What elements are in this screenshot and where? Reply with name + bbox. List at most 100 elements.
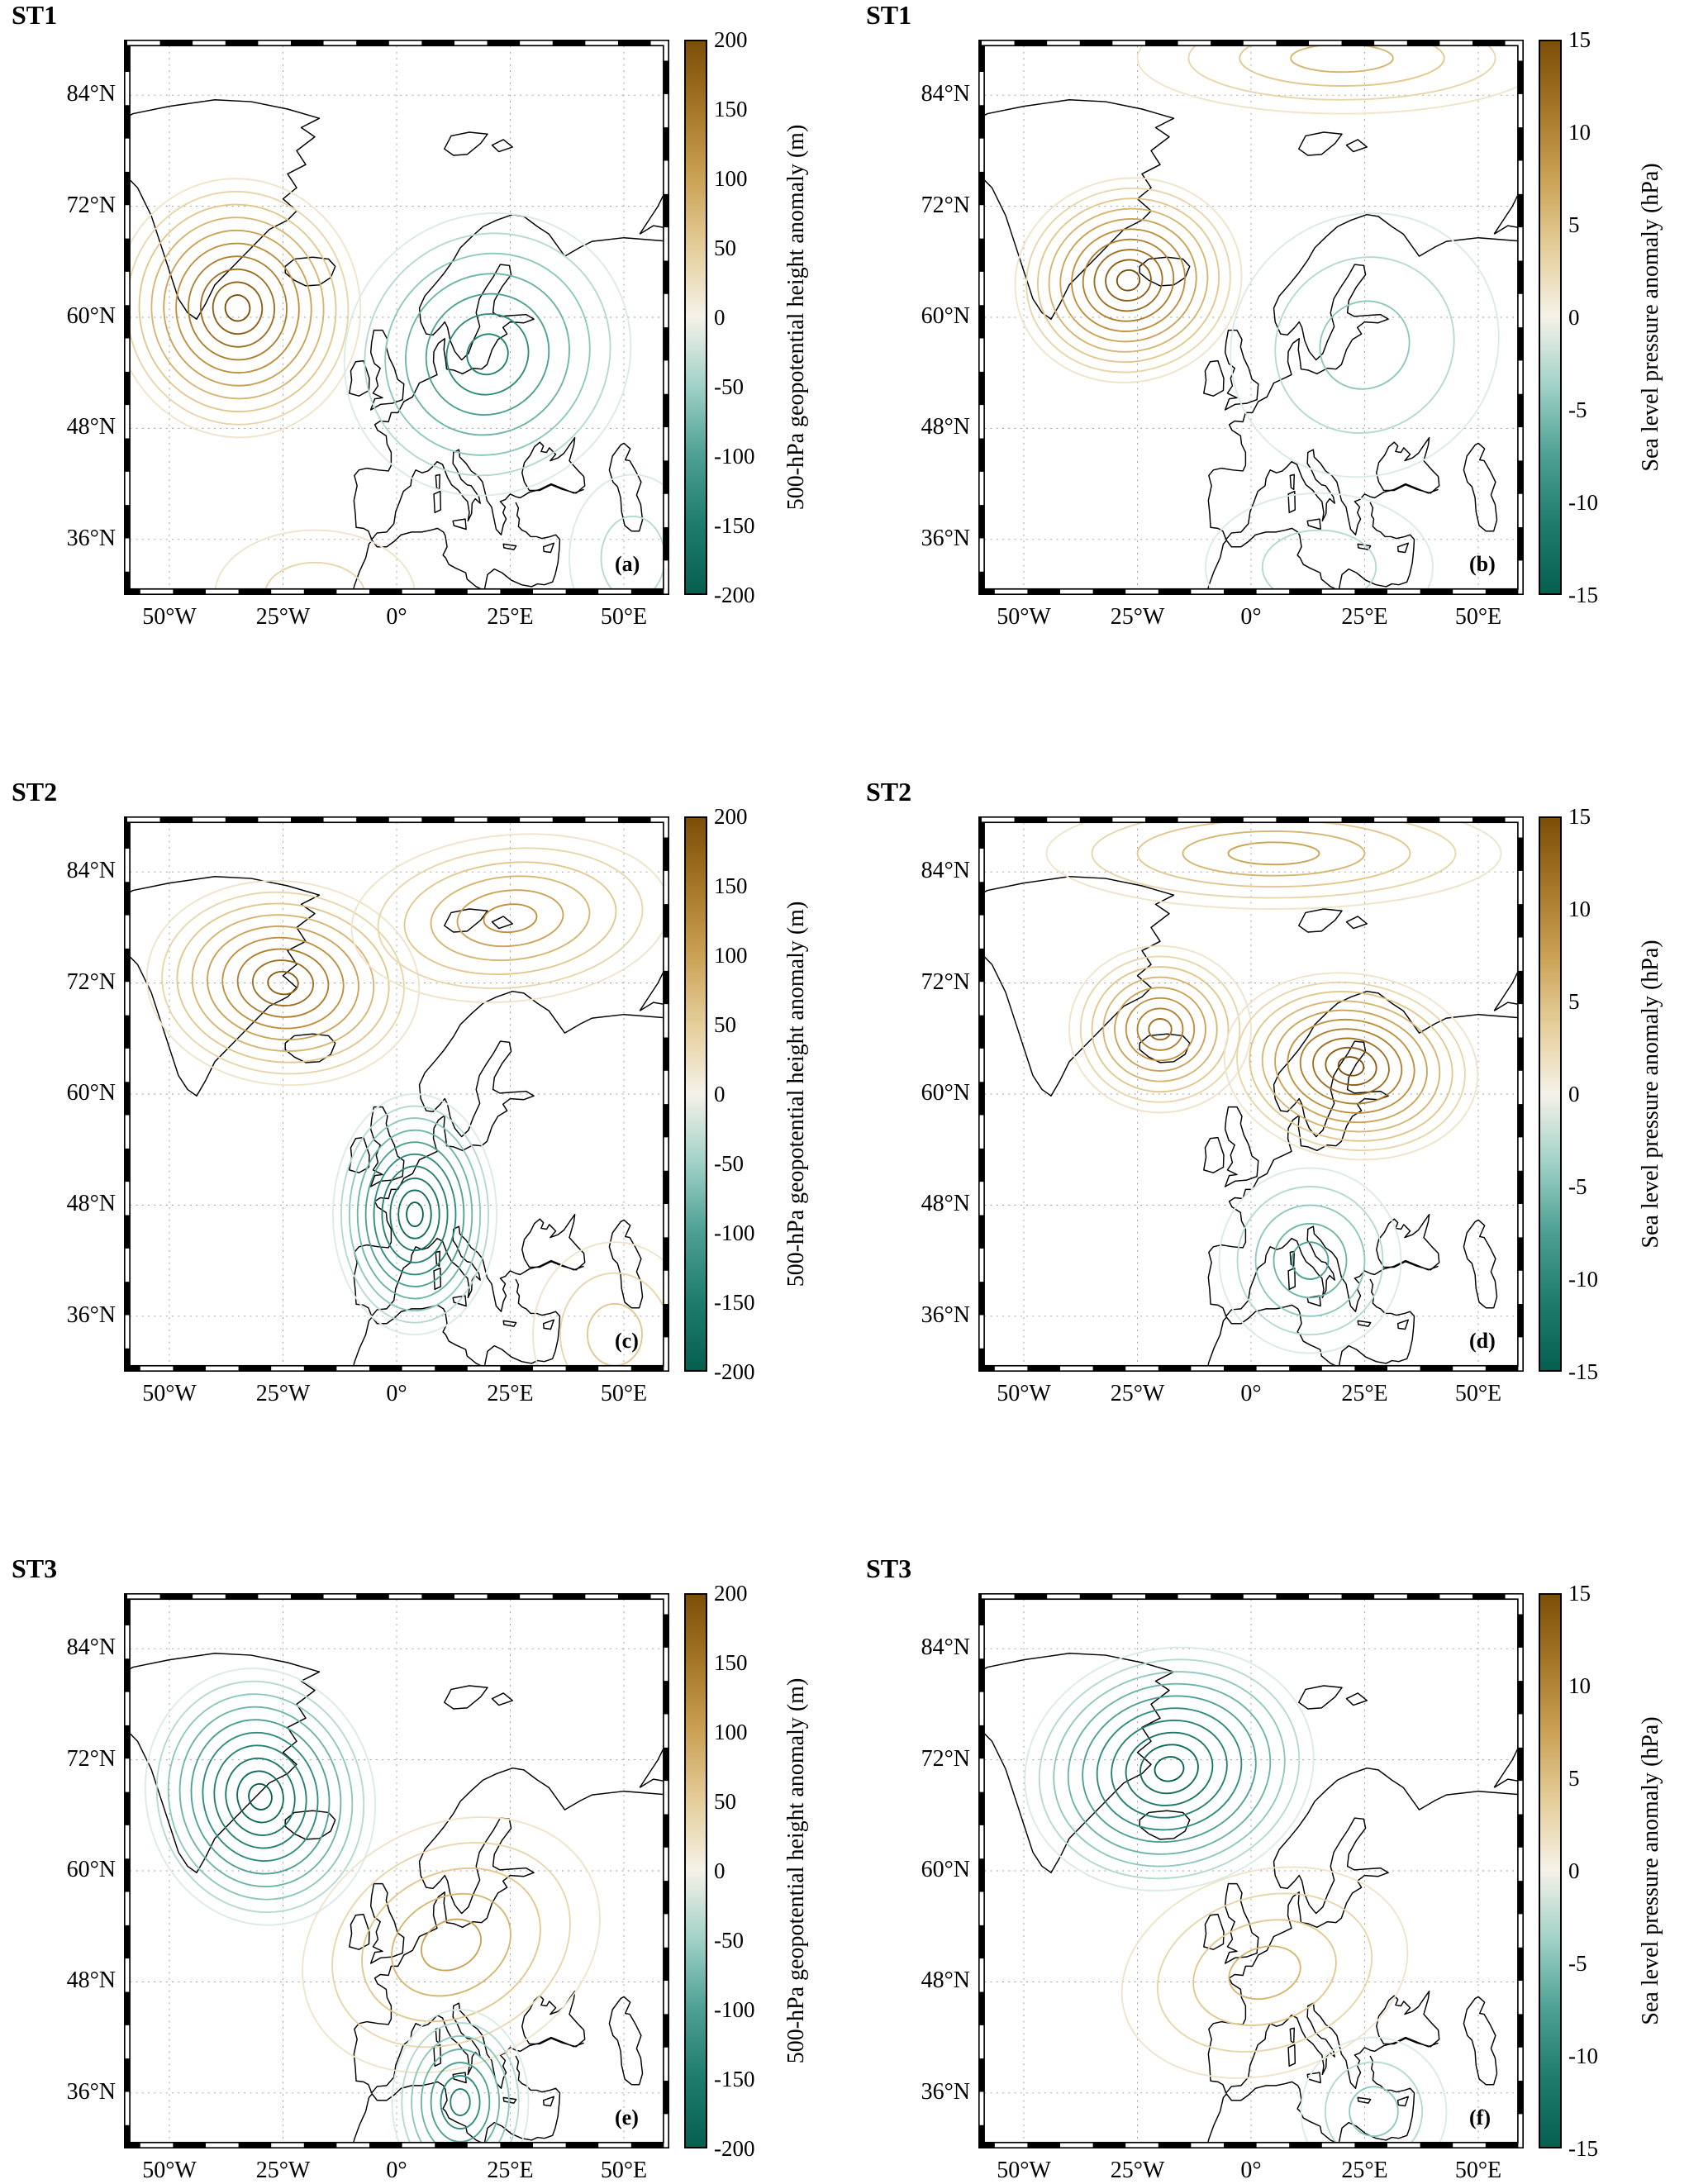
panel-letter: (e)	[615, 2105, 639, 2129]
colorbar-tick-label: -100	[714, 1220, 755, 1245]
y-tick-label: 36°N	[921, 2078, 970, 2105]
y-tick-label: 60°N	[66, 303, 116, 329]
x-tick-label: 25°W	[1110, 604, 1165, 630]
colorbar	[684, 1593, 707, 2148]
x-tick-label: 50°W	[142, 604, 197, 630]
y-tick-label: 72°N	[921, 1745, 970, 1772]
colorbar-gradient	[686, 41, 706, 593]
colorbar-gradient	[1540, 41, 1560, 593]
x-tick-label: 25°E	[487, 2158, 534, 2183]
colorbar	[1539, 816, 1562, 1372]
colorbar-tick-label: 5	[1568, 989, 1580, 1014]
colorbar-tick-label: 0	[1568, 305, 1580, 330]
x-tick-label: 0°	[386, 2158, 407, 2183]
colorbar-tick-label: 150	[714, 873, 748, 898]
colorbar-tick-label: -100	[714, 444, 755, 469]
panel-a: ST1 (a) 500-hPa geopotential height anom…	[0, 0, 854, 727]
y-tick-label: 72°N	[66, 192, 116, 218]
y-tick-label: 48°N	[921, 414, 970, 440]
y-tick-label: 84°N	[66, 81, 116, 107]
colorbar-tick-label: 5	[1568, 1766, 1580, 1791]
colorbar-tick-label: 50	[714, 1012, 736, 1037]
colorbar-tick-label: -150	[714, 2067, 755, 2091]
y-tick-label: 60°N	[66, 1080, 116, 1106]
contour-map	[978, 1593, 1524, 2148]
colorbar-gradient	[686, 1595, 706, 2147]
colorbar-tick-label: 0	[1568, 1858, 1580, 1883]
y-tick-label: 48°N	[66, 1968, 116, 1994]
colorbar-tick-label: 100	[714, 1720, 748, 1744]
x-tick-label: 0°	[386, 604, 407, 630]
x-tick-label: 0°	[1240, 2158, 1262, 2183]
subtype-label: ST2	[866, 777, 912, 807]
colorbar-tick-label: -100	[714, 1997, 755, 2022]
panel-e: ST3 (e) 500-hPa geopotential height anom…	[0, 1554, 854, 2184]
colorbar-label: Sea level pressure anomaly (hPa)	[1638, 1716, 1663, 2025]
colorbar	[1539, 1593, 1562, 2148]
colorbar-tick-label: 100	[714, 943, 748, 968]
x-tick-label: 25°E	[487, 604, 534, 630]
x-tick-label: 25°E	[1341, 2158, 1388, 2183]
y-tick-label: 36°N	[66, 2078, 116, 2105]
y-tick-label: 36°N	[921, 1301, 970, 1328]
x-tick-label: 50°E	[600, 604, 648, 630]
colorbar-tick-label: -5	[1568, 1951, 1587, 1976]
colorbar-tick-label: -10	[1568, 2044, 1598, 2068]
colorbar-gradient	[686, 818, 706, 1370]
colorbar-tick-label: -5	[1568, 397, 1587, 422]
panel-f: ST3 (f) Sea level pressure anomaly (hPa)…	[854, 1554, 1708, 2184]
y-tick-label: 84°N	[921, 81, 970, 107]
colorbar-tick-label: 0	[714, 1858, 726, 1883]
colorbar	[1539, 40, 1562, 595]
colorbar-tick-label: -200	[714, 2136, 755, 2161]
colorbar-tick-label: -200	[714, 583, 755, 607]
contour-map	[978, 40, 1524, 595]
colorbar-tick-label: 50	[714, 1789, 736, 1814]
y-tick-label: 48°N	[66, 1191, 116, 1217]
x-tick-label: 25°E	[1341, 604, 1388, 630]
subtype-label: ST3	[12, 1554, 58, 1583]
colorbar-tick-label: 200	[714, 27, 748, 52]
y-tick-label: 84°N	[66, 858, 116, 884]
x-tick-label: 0°	[1240, 604, 1262, 630]
colorbar-tick-label: -15	[1568, 583, 1598, 607]
y-tick-label: 60°N	[921, 1080, 970, 1106]
y-tick-label: 84°N	[921, 858, 970, 884]
x-tick-label: 50°E	[1454, 2158, 1502, 2183]
colorbar-gradient	[1540, 818, 1560, 1370]
x-tick-label: 0°	[386, 1381, 407, 1406]
x-tick-label: 50°W	[997, 1381, 1051, 1406]
y-tick-label: 72°N	[921, 192, 970, 218]
y-tick-label: 60°N	[66, 1857, 116, 1882]
panel-letter: (a)	[615, 552, 640, 576]
colorbar-label: 500-hPa geopotential height anomaly (m)	[783, 124, 809, 511]
y-tick-label: 84°N	[921, 1634, 970, 1661]
x-tick-label: 50°E	[1454, 1381, 1502, 1406]
colorbar-label: Sea level pressure anomaly (hPa)	[1638, 940, 1663, 1249]
colorbar-tick-label: 0	[714, 1082, 726, 1106]
x-tick-label: 25°E	[487, 1381, 534, 1406]
contour-map	[124, 816, 669, 1372]
colorbar-tick-label: -50	[714, 1928, 744, 1953]
panel-d: ST2 (d) Sea level pressure anomaly (hPa)…	[854, 777, 1708, 1504]
colorbar-tick-label: 200	[714, 1581, 748, 1606]
colorbar-label: Sea level pressure anomaly (hPa)	[1638, 163, 1663, 472]
panel-letter: (c)	[615, 1329, 639, 1353]
colorbar-tick-label: 15	[1568, 1581, 1591, 1606]
colorbar	[684, 40, 707, 595]
y-tick-label: 36°N	[921, 525, 970, 551]
x-tick-label: 25°W	[1110, 2158, 1165, 2183]
y-tick-label: 48°N	[66, 414, 116, 440]
colorbar-tick-label: 0	[714, 305, 726, 330]
x-tick-label: 25°E	[1341, 1381, 1388, 1406]
colorbar-tick-label: 0	[1568, 1082, 1580, 1106]
y-tick-label: 36°N	[66, 525, 116, 551]
colorbar-tick-label: 10	[1568, 897, 1591, 921]
colorbar-label: 500-hPa geopotential height anomaly (m)	[783, 1677, 809, 2064]
y-tick-label: 72°N	[66, 968, 116, 995]
panel-letter: (f)	[1469, 2105, 1491, 2129]
colorbar-tick-label: -150	[714, 1290, 755, 1315]
colorbar-tick-label: 150	[714, 97, 748, 121]
colorbar-tick-label: -200	[714, 1359, 755, 1384]
